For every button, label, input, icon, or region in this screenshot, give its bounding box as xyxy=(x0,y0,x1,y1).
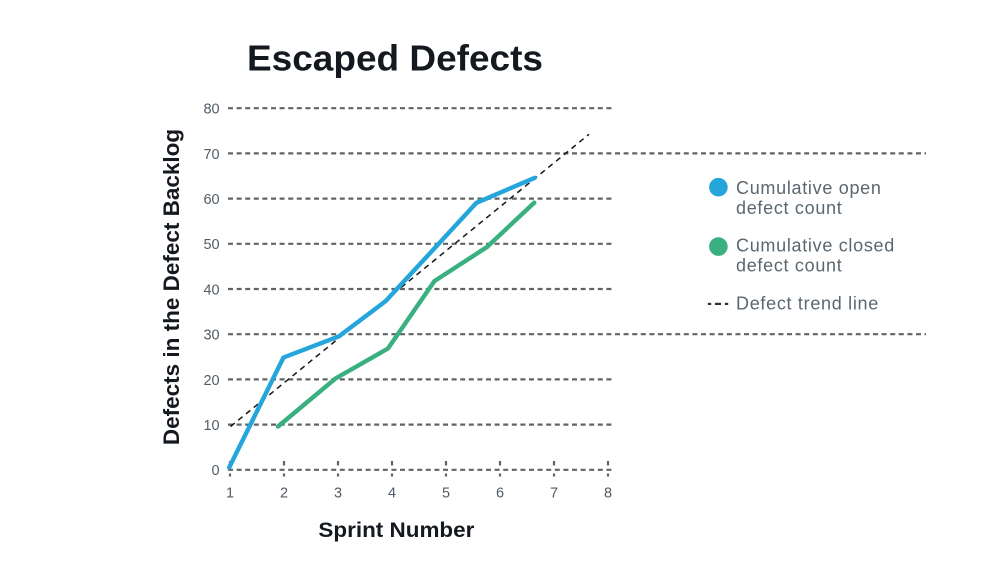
svg-text:defect count: defect count xyxy=(736,198,842,218)
svg-text:4: 4 xyxy=(388,486,396,502)
svg-text:Defects in the Defect Backlog: Defects in the Defect Backlog xyxy=(159,129,184,445)
svg-text:6: 6 xyxy=(496,486,504,502)
svg-text:Sprint Number: Sprint Number xyxy=(318,517,475,542)
svg-text:70: 70 xyxy=(203,147,219,163)
svg-text:Cumulative open: Cumulative open xyxy=(736,178,882,198)
svg-text:60: 60 xyxy=(203,192,219,208)
svg-text:Escaped Defects: Escaped Defects xyxy=(247,38,543,79)
svg-text:40: 40 xyxy=(203,282,219,298)
svg-text:20: 20 xyxy=(203,373,219,389)
svg-text:2: 2 xyxy=(280,486,288,502)
svg-text:defect count: defect count xyxy=(736,255,842,275)
svg-text:5: 5 xyxy=(442,486,450,502)
svg-text:0: 0 xyxy=(212,463,220,479)
svg-text:3: 3 xyxy=(334,486,342,502)
svg-text:80: 80 xyxy=(203,102,219,118)
svg-text:Defect trend line: Defect trend line xyxy=(736,294,879,314)
svg-text:Cumulative closed: Cumulative closed xyxy=(736,236,895,256)
svg-text:30: 30 xyxy=(203,328,219,344)
svg-text:10: 10 xyxy=(203,418,219,434)
svg-text:8: 8 xyxy=(604,486,612,502)
svg-text:1: 1 xyxy=(226,486,234,502)
svg-text:50: 50 xyxy=(203,237,219,253)
svg-text:7: 7 xyxy=(550,486,558,502)
